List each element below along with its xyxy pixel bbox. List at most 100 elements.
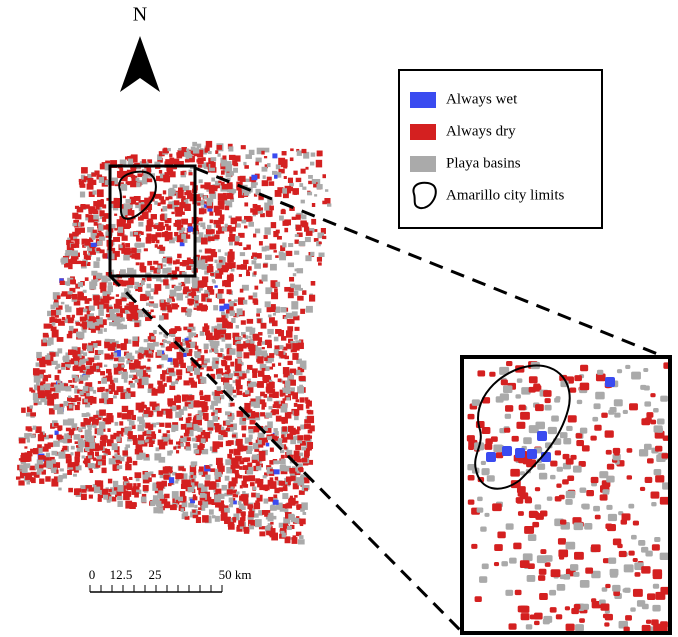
feature xyxy=(539,569,547,575)
feature xyxy=(206,229,213,234)
feature xyxy=(233,395,237,398)
feature xyxy=(623,588,628,592)
feature xyxy=(73,350,77,354)
feature xyxy=(586,490,594,496)
feature xyxy=(209,464,212,466)
feature xyxy=(85,214,88,217)
feature xyxy=(160,247,165,251)
feature xyxy=(52,322,56,325)
feature xyxy=(660,553,669,560)
feature xyxy=(509,558,517,564)
feature xyxy=(263,475,267,478)
feature xyxy=(199,303,203,307)
feature xyxy=(178,446,181,449)
feature xyxy=(494,562,499,566)
feature xyxy=(135,202,138,204)
feature xyxy=(258,337,262,342)
feature xyxy=(121,372,128,379)
feature xyxy=(26,482,30,485)
feature xyxy=(109,322,114,326)
feature xyxy=(173,446,176,449)
feature xyxy=(282,388,286,391)
feature xyxy=(267,329,273,334)
feature xyxy=(190,373,193,376)
feature xyxy=(93,295,100,300)
feature xyxy=(78,427,82,431)
feature xyxy=(294,403,298,407)
feature xyxy=(39,465,44,469)
feature xyxy=(134,323,139,327)
feature xyxy=(201,438,206,443)
feature xyxy=(163,467,169,474)
feature xyxy=(74,395,78,400)
feature xyxy=(264,499,269,504)
feature xyxy=(644,401,651,406)
feature xyxy=(226,420,231,425)
feature xyxy=(86,255,91,259)
feature xyxy=(211,345,215,348)
feature xyxy=(482,468,490,474)
feature xyxy=(150,345,155,350)
feature xyxy=(251,329,255,333)
feature xyxy=(317,153,321,156)
feature xyxy=(235,470,239,474)
feature xyxy=(254,412,259,417)
feature xyxy=(534,621,540,625)
feature xyxy=(556,484,561,488)
feature xyxy=(215,326,219,329)
feature xyxy=(72,428,75,431)
feature xyxy=(211,412,214,416)
feature xyxy=(576,440,584,446)
feature xyxy=(255,229,260,234)
feature xyxy=(196,159,199,162)
feature xyxy=(189,349,192,353)
feature xyxy=(244,403,250,410)
feature xyxy=(255,519,262,527)
feature xyxy=(143,181,147,184)
feature xyxy=(218,435,223,440)
feature xyxy=(244,165,249,169)
feature xyxy=(204,417,208,421)
feature xyxy=(296,456,299,459)
feature xyxy=(294,416,299,420)
feature xyxy=(299,453,303,457)
feature xyxy=(230,196,233,200)
feature xyxy=(83,386,88,391)
feature xyxy=(294,251,299,255)
feature xyxy=(300,397,305,402)
feature xyxy=(188,413,192,416)
feature xyxy=(114,453,117,457)
feature xyxy=(206,141,212,148)
feature xyxy=(540,549,546,554)
feature xyxy=(180,491,185,496)
feature xyxy=(50,387,55,391)
feature xyxy=(120,308,125,313)
feature xyxy=(230,227,236,232)
feature xyxy=(73,356,80,361)
feature xyxy=(157,350,162,356)
feature xyxy=(558,538,566,544)
feature xyxy=(19,438,26,443)
feature xyxy=(237,344,244,351)
feature xyxy=(260,392,265,397)
feature xyxy=(198,402,204,407)
feature xyxy=(535,504,542,509)
feature xyxy=(51,451,57,455)
feature xyxy=(183,343,186,346)
feature xyxy=(236,439,243,446)
feature xyxy=(304,454,309,458)
feature xyxy=(515,448,525,458)
feature xyxy=(304,488,308,491)
feature xyxy=(580,580,590,588)
feature xyxy=(121,249,127,254)
feature xyxy=(557,467,563,472)
feature xyxy=(563,574,570,580)
feature xyxy=(67,334,72,338)
feature xyxy=(614,451,620,455)
feature xyxy=(290,284,295,289)
feature xyxy=(65,306,71,312)
feature xyxy=(83,290,87,293)
feature xyxy=(555,396,560,400)
feature xyxy=(253,292,258,297)
feature xyxy=(255,182,258,185)
